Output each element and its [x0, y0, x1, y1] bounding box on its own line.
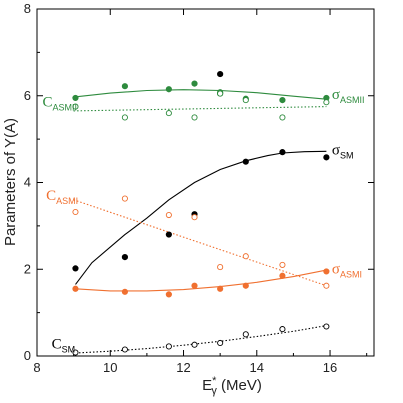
point-sigma_SM — [217, 70, 224, 78]
plot-frame — [36, 8, 375, 357]
x-tick-label: 16 — [323, 360, 337, 375]
point-C_ASMI — [217, 264, 224, 271]
point-sigma_ASMII — [191, 80, 198, 87]
point-C_ASMI — [323, 282, 330, 289]
point-sigma_ASMI — [121, 288, 129, 295]
fit-line-sigma_ASMII — [73, 89, 327, 100]
series-annotations: CASMII σASMII σSM CASMI σASMI CSM — [42, 87, 364, 354]
y-tick-label: 4 — [24, 175, 31, 190]
point-sigma_ASMI — [217, 285, 224, 292]
point-sigma_SM — [279, 149, 286, 156]
annotation-sigma_ASMII: σASMII — [332, 87, 365, 105]
point-C_SM — [191, 341, 198, 348]
y-axis-label: Parameters of Y(A) — [2, 118, 19, 246]
point-C_SM — [72, 349, 79, 356]
fit-line-sigma_SM — [75, 150, 327, 285]
point-sigma_ASMI — [279, 272, 286, 279]
fit-line-C_ASMI — [73, 199, 327, 287]
data-points — [72, 70, 330, 356]
point-sigma_ASMII — [121, 83, 129, 90]
point-C_ASMI — [72, 208, 79, 216]
point-sigma_ASMI — [242, 282, 249, 289]
point-sigma_SM — [121, 254, 129, 261]
x-tick-label: 8 — [33, 360, 40, 375]
point-sigma_SM — [323, 154, 330, 161]
fit-lines — [73, 89, 327, 354]
point-C_SM — [165, 343, 172, 350]
y-tick-label: 8 — [24, 1, 31, 16]
annotation-sigma_SM: σSM — [332, 142, 354, 160]
point-C_ASMI — [121, 195, 128, 202]
point-sigma_ASMI — [165, 291, 172, 298]
x-tick-label: 12 — [176, 360, 190, 375]
point-sigma_ASMI — [323, 268, 330, 275]
point-sigma_SM — [165, 231, 172, 238]
point-C_ASMI — [279, 261, 286, 268]
y-tick-label: 0 — [24, 348, 31, 363]
point-sigma_ASMII — [72, 94, 79, 102]
point-C_ASMII — [72, 103, 79, 110]
point-C_ASMI — [165, 211, 172, 219]
x-tick-label: 14 — [250, 360, 264, 375]
point-sigma_ASMI — [191, 282, 198, 289]
y-tick-label: 2 — [24, 261, 31, 276]
x-tick-label: 10 — [103, 360, 117, 375]
point-C_ASMI — [242, 253, 249, 260]
point-C_ASMII — [323, 99, 330, 106]
annotation-sigma_ASMI: σASMI — [332, 262, 362, 280]
axis-ticks: 8 10 12 14 16 0 2 4 6 8 — [24, 1, 374, 375]
point-sigma_ASMII — [165, 86, 172, 93]
point-C_SM — [242, 331, 249, 338]
point-C_SM — [279, 326, 286, 333]
point-C_ASMII — [279, 114, 286, 121]
point-C_ASMII — [242, 97, 249, 104]
point-C_SM — [323, 323, 330, 330]
fit-line-C_SM — [75, 325, 327, 354]
annotation-C_ASMI: CASMI — [46, 188, 78, 206]
point-C_ASMII — [121, 114, 128, 121]
point-C_ASMII — [217, 90, 224, 97]
fit-line-C_ASMII — [73, 106, 327, 112]
point-C_ASMI — [191, 214, 198, 221]
point-C_ASMII — [191, 114, 198, 121]
point-C_SM — [121, 346, 128, 353]
point-sigma_ASMI — [72, 285, 79, 292]
x-axis-label: E* γ (MeV) — [202, 375, 262, 397]
y-tick-label: 6 — [24, 88, 31, 103]
fit-line-sigma_ASMI — [75, 269, 327, 292]
point-C_ASMII — [165, 110, 172, 117]
annotation-C_ASMII: CASMII — [42, 95, 77, 113]
annotation-C_SM: CSM — [52, 337, 76, 355]
point-C_SM — [217, 339, 224, 347]
point-sigma_SM — [242, 158, 249, 165]
point-sigma_SM — [72, 265, 79, 272]
point-sigma_ASMII — [279, 96, 286, 104]
